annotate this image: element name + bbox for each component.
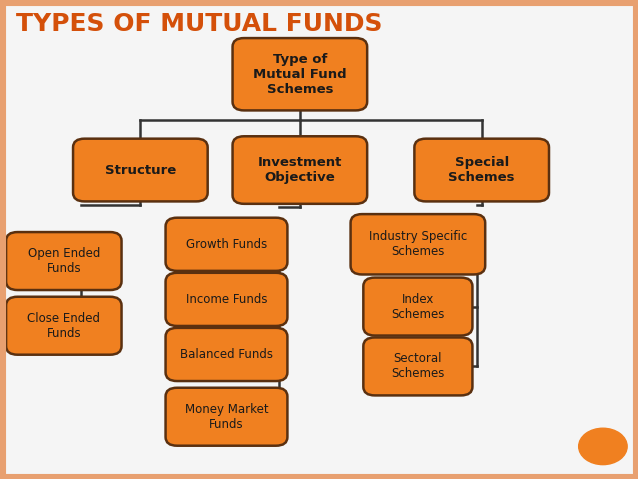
Circle shape — [579, 428, 627, 465]
Text: Sectoral
Schemes: Sectoral Schemes — [391, 353, 445, 380]
FancyBboxPatch shape — [364, 337, 472, 396]
Text: Close Ended
Funds: Close Ended Funds — [27, 312, 100, 340]
Text: Balanced Funds: Balanced Funds — [180, 348, 273, 361]
FancyBboxPatch shape — [165, 273, 287, 326]
Text: Special
Schemes: Special Schemes — [449, 156, 515, 184]
FancyBboxPatch shape — [364, 278, 472, 335]
Text: TYPES OF MUTUAL FUNDS: TYPES OF MUTUAL FUNDS — [16, 12, 382, 36]
FancyBboxPatch shape — [232, 38, 367, 111]
FancyBboxPatch shape — [415, 139, 549, 201]
Text: Investment
Objective: Investment Objective — [258, 156, 342, 184]
FancyBboxPatch shape — [232, 136, 367, 204]
Text: Index
Schemes: Index Schemes — [391, 293, 445, 320]
FancyBboxPatch shape — [165, 328, 287, 381]
Text: Money Market
Funds: Money Market Funds — [184, 403, 269, 431]
FancyBboxPatch shape — [351, 214, 485, 274]
FancyBboxPatch shape — [165, 218, 287, 271]
FancyBboxPatch shape — [6, 297, 121, 354]
Text: Income Funds: Income Funds — [186, 293, 267, 306]
FancyBboxPatch shape — [6, 232, 121, 290]
Text: Type of
Mutual Fund
Schemes: Type of Mutual Fund Schemes — [253, 53, 346, 96]
Text: Structure: Structure — [105, 163, 176, 177]
FancyBboxPatch shape — [165, 388, 287, 445]
Text: Growth Funds: Growth Funds — [186, 238, 267, 251]
Text: Industry Specific
Schemes: Industry Specific Schemes — [369, 230, 467, 258]
FancyBboxPatch shape — [73, 139, 208, 201]
Text: Open Ended
Funds: Open Ended Funds — [27, 247, 100, 275]
